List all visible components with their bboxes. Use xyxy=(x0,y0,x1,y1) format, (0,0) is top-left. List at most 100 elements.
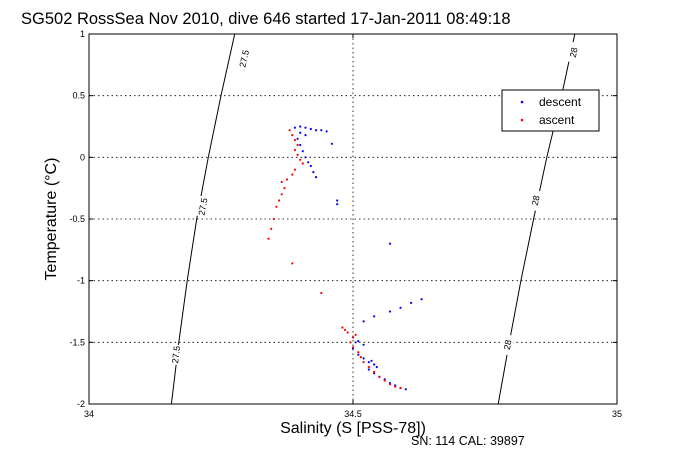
descent-point xyxy=(307,161,310,164)
isopycnal-label: 28 xyxy=(530,195,542,207)
x-axis-ticks: 34 34.5 35 xyxy=(84,34,622,419)
ascent-point xyxy=(394,385,397,388)
plot-area: 27.5 27.5 27.5 28 28 28 34 34.5 35 1 0.5 0 -0.5 -1 -… xyxy=(69,29,622,419)
descent-point xyxy=(301,150,304,153)
legend-marker-ascent xyxy=(520,118,524,122)
descent-point xyxy=(296,137,299,140)
descent-point xyxy=(293,126,296,129)
ascent-point xyxy=(299,158,302,161)
ascent-point xyxy=(296,143,299,147)
ascent-point xyxy=(351,336,355,339)
x-tick-label: 34 xyxy=(84,409,94,419)
ascent-point xyxy=(293,168,296,171)
ascent-point xyxy=(354,333,357,336)
ascent-point xyxy=(275,205,278,208)
isopycnal-label-bg xyxy=(501,334,515,356)
ascent-point xyxy=(373,370,376,373)
descent-point xyxy=(330,142,333,145)
descent-point xyxy=(354,341,357,344)
ascent-point xyxy=(388,383,392,386)
ascent-point xyxy=(349,341,352,344)
y-tick-label: -2 xyxy=(77,399,85,409)
points-layer xyxy=(267,125,423,391)
isopycnal-label-bg xyxy=(528,189,543,212)
descent-point xyxy=(336,199,339,202)
isopycnal-label-bg xyxy=(196,195,210,218)
ascent-point xyxy=(367,365,370,369)
ascent-point xyxy=(272,217,275,221)
isopycnal-label-bg xyxy=(566,41,581,64)
ascent-point xyxy=(346,331,349,334)
ascent-point xyxy=(285,178,289,181)
descent-point xyxy=(399,306,402,309)
grid xyxy=(89,34,617,404)
descent-point xyxy=(410,301,413,304)
descent-point xyxy=(370,359,373,362)
y-tick-label: -0.5 xyxy=(69,214,85,224)
x-tick-label: 34.5 xyxy=(344,409,362,419)
descent-point xyxy=(336,203,339,206)
ascent-point xyxy=(291,262,294,265)
descent-point xyxy=(312,171,315,174)
ascent-point xyxy=(280,193,283,196)
descent-point xyxy=(304,126,307,129)
descent-point xyxy=(375,365,378,369)
y-tick-label: 0.5 xyxy=(72,91,85,101)
legend-label-descent: descent xyxy=(539,95,582,109)
y-axis-ticks: 1 0.5 0 -0.5 -1 -1.5 -2 xyxy=(69,29,617,409)
descent-point xyxy=(325,130,328,133)
descent-point xyxy=(309,164,312,168)
ascent-point xyxy=(288,129,291,132)
x-tick-label: 35 xyxy=(612,409,622,419)
descent-point xyxy=(373,363,376,366)
ascent-point xyxy=(362,361,365,364)
isopycnal-line-27-5 xyxy=(170,33,236,405)
descent-point xyxy=(373,315,376,318)
descent-point xyxy=(357,340,360,343)
descent-point xyxy=(320,129,323,132)
ascent-point xyxy=(301,162,304,165)
ascent-point xyxy=(267,237,270,240)
ascent-point xyxy=(320,291,323,295)
descent-point xyxy=(362,320,365,323)
descent-point xyxy=(362,357,365,360)
footnote: SN: 114 CAL: 39897 xyxy=(411,434,525,448)
ascent-point xyxy=(344,328,347,332)
ascent-point xyxy=(278,199,281,202)
ascent-point xyxy=(283,187,286,190)
isopycnal-layer: 27.5 27.5 27.5 28 28 28 xyxy=(169,33,581,405)
legend-label-ascent: ascent xyxy=(539,113,575,127)
descent-point xyxy=(304,156,307,159)
chart-title: SG502 RossSea Nov 2010, dive 646 started… xyxy=(21,10,511,28)
y-tick-label: 0 xyxy=(80,152,85,162)
isopycnal-label: 28 xyxy=(568,47,580,59)
isopycnal-label: 27.5 xyxy=(237,49,251,68)
ascent-point xyxy=(341,326,344,329)
isopycnal-label: 27.5 xyxy=(197,197,210,216)
descent-point xyxy=(388,242,392,245)
ascent-point xyxy=(293,139,296,142)
y-axis-label: Temperature (°C) xyxy=(43,158,60,281)
y-tick-label: 1 xyxy=(80,29,85,39)
isopycnal-label-bg xyxy=(237,47,252,70)
ascent-point xyxy=(291,173,294,176)
ascent-point xyxy=(291,134,294,137)
ascent-point xyxy=(296,153,299,156)
ascent-point xyxy=(293,148,296,151)
descent-point xyxy=(388,310,392,313)
descent-point xyxy=(357,353,360,356)
isopycnal-label-bg xyxy=(169,344,183,366)
descent-point xyxy=(367,361,370,364)
y-tick-label: -1.5 xyxy=(69,337,85,347)
descent-point xyxy=(304,134,307,137)
descent-point xyxy=(404,388,407,391)
ascent-point xyxy=(359,356,362,359)
isopycnal-label: 27.5 xyxy=(170,345,182,364)
legend-box xyxy=(501,89,600,132)
descent-point xyxy=(420,298,423,301)
ascent-point xyxy=(270,227,273,230)
descent-point xyxy=(299,131,302,134)
x-axis-label: Salinity (S [PSS-78]) xyxy=(280,420,426,437)
y-tick-label: -1 xyxy=(77,276,85,286)
